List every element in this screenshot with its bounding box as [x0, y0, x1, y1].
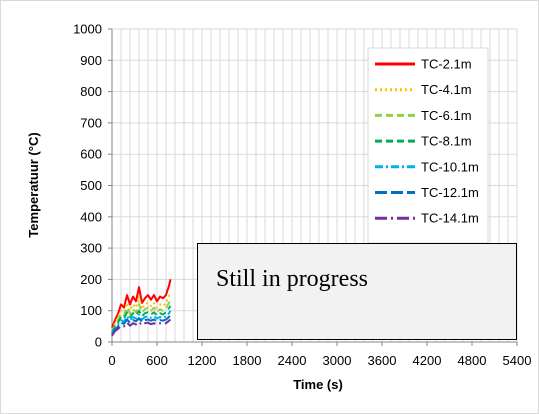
legend-label: TC-10.1m: [421, 159, 479, 174]
progress-annotation-box: Still in progress: [197, 243, 517, 340]
y-tick-label: 800: [80, 84, 102, 99]
y-tick-label: 100: [80, 303, 102, 318]
y-tick-label: 200: [80, 272, 102, 287]
x-tick-label: 0: [108, 353, 115, 368]
series-line-tc-4-1m: [111, 291, 172, 330]
x-tick-label: 600: [146, 353, 168, 368]
y-tick-label: 300: [80, 241, 102, 256]
y-tick-label: 0: [95, 335, 102, 350]
y-tick-labels: 0 100 200 300 400 500 600 700 800 900 1000: [73, 22, 112, 350]
y-tick-label: 700: [80, 115, 102, 130]
legend: TC-2.1m TC-4.1m TC-6.1m TC-8.1m TC-10.1m TC-1…: [367, 47, 489, 244]
x-tick-labels: 0 600 1200 1800 2400 3000 3600 4200 4800 5400: [108, 342, 531, 368]
y-tick-label: 600: [80, 147, 102, 162]
x-tick-label: 3000: [323, 353, 352, 368]
x-tick-label: 3600: [368, 353, 397, 368]
legend-label: TC-2.1m: [421, 57, 472, 72]
x-tick-label: 5400: [503, 353, 532, 368]
y-axis-title: Temperatuur (°C): [26, 132, 41, 237]
series-lines: [111, 279, 172, 337]
x-tick-label: 1800: [233, 353, 262, 368]
series-line-tc-8-1m: [111, 305, 172, 334]
legend-label: TC-12.1m: [421, 185, 479, 200]
legend-label: TC-8.1m: [421, 134, 472, 149]
y-tick-label: 500: [80, 178, 102, 193]
x-axis-title: Time (s): [293, 377, 343, 392]
series-line-tc-12-1m: [111, 313, 172, 336]
legend-box: [367, 47, 489, 244]
x-tick-label: 2400: [278, 353, 307, 368]
series-line-tc-2-1m: [111, 279, 172, 329]
x-tick-label: 1200: [188, 353, 217, 368]
y-tick-label: 1000: [73, 22, 102, 37]
progress-annotation-text: Still in progress: [216, 266, 369, 292]
legend-label: TC-4.1m: [421, 82, 472, 97]
x-tick-label: 4200: [413, 353, 442, 368]
legend-label: TC-14.1m: [421, 211, 479, 226]
x-tick-label: 4800: [458, 353, 487, 368]
series-line-tc-10-1m: [111, 310, 172, 335]
y-tick-label: 400: [80, 209, 102, 224]
y-tick-label: 900: [80, 53, 102, 68]
series-line-tc-6-1m: [111, 299, 172, 332]
legend-label: TC-6.1m: [421, 108, 472, 123]
